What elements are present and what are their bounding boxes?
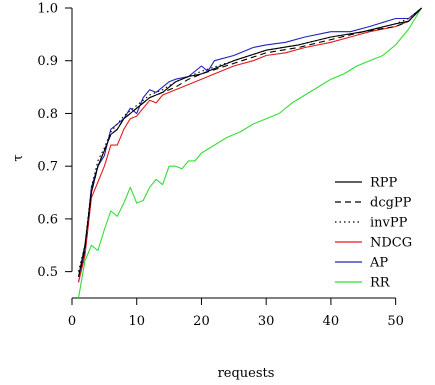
legend-label-invpp: invPP bbox=[370, 216, 408, 231]
x-axis-ticks: 0 10 20 30 40 50 bbox=[68, 298, 404, 329]
series-line-rr bbox=[77, 7, 422, 299]
series-line-rpp bbox=[77, 7, 422, 278]
series-line-ap bbox=[77, 7, 422, 283]
y-axis-label: τ bbox=[11, 154, 26, 161]
legend-label-rr: RR bbox=[370, 276, 391, 291]
x-tick-label: 40 bbox=[323, 314, 340, 329]
y-tick-label: 0.6 bbox=[37, 212, 58, 227]
x-tick-label: 30 bbox=[258, 314, 275, 329]
legend: RPP dcgPP invPP NDCG AP RR bbox=[335, 176, 412, 291]
legend-label-dcgpp: dcgPP bbox=[370, 196, 412, 211]
x-tick-label: 50 bbox=[387, 314, 404, 329]
legend-label-ndcg: NDCG bbox=[370, 236, 412, 251]
legend-label-rpp: RPP bbox=[370, 176, 398, 191]
y-tick-label: 0.8 bbox=[37, 107, 58, 122]
x-tick-label: 10 bbox=[128, 314, 145, 329]
x-tick-label: 20 bbox=[193, 314, 210, 329]
series-line-invpp bbox=[77, 7, 422, 272]
y-tick-label: 0.5 bbox=[37, 265, 58, 280]
x-axis-label: requests bbox=[218, 366, 275, 381]
y-axis-ticks: 0.5 0.6 0.7 0.8 0.9 1.0 bbox=[37, 2, 72, 280]
y-tick-label: 0.9 bbox=[37, 54, 58, 69]
series-lines bbox=[77, 7, 422, 299]
legend-label-ap: AP bbox=[369, 256, 388, 271]
y-tick-label: 1.0 bbox=[37, 2, 58, 17]
series-line-ndcg bbox=[77, 7, 422, 283]
x-tick-label: 0 bbox=[68, 314, 76, 329]
y-tick-label: 0.7 bbox=[37, 160, 58, 175]
